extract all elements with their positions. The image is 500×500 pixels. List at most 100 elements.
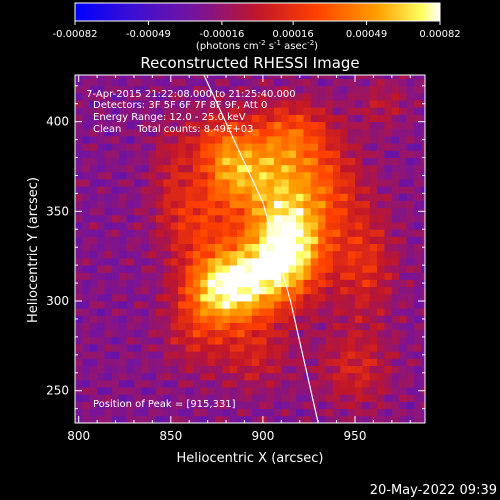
heatmap-cell	[141, 415, 150, 423]
heatmap-cell	[332, 164, 341, 173]
heatmap-cell	[222, 279, 231, 288]
heatmap-cell	[406, 164, 415, 173]
heatmap-cell	[141, 135, 150, 144]
heatmap-cell	[251, 92, 260, 101]
heatmap-cell	[310, 92, 319, 101]
heatmap-cell	[273, 387, 282, 395]
heatmap-cell	[362, 336, 371, 345]
colorbar-tick-label: -0.00016	[199, 29, 244, 40]
heatmap-cell	[318, 229, 326, 237]
heatmap-cell	[89, 143, 98, 151]
heatmap-cell	[133, 100, 142, 108]
heatmap-cell	[215, 135, 223, 144]
heatmap-cell	[421, 128, 425, 137]
heatmap-cell	[244, 257, 253, 266]
heatmap-cell	[89, 315, 98, 323]
heatmap-cell	[347, 207, 356, 216]
heatmap-cell	[185, 394, 194, 402]
heatmap-cell	[222, 379, 231, 388]
heatmap-cell	[200, 164, 209, 173]
heatmap-cell	[126, 128, 135, 137]
heatmap-cell	[340, 92, 349, 101]
heatmap-cell	[222, 214, 231, 223]
heatmap-cell	[207, 379, 216, 388]
heatmap-cell	[111, 401, 120, 410]
heatmap-cell	[244, 293, 253, 302]
heatmap-cell	[259, 164, 267, 173]
heatmap-cell	[244, 193, 253, 201]
heatmap-cell	[325, 92, 334, 101]
heatmap-cell	[303, 107, 312, 115]
heatmap-cell	[141, 85, 150, 94]
heatmap-cell	[215, 143, 223, 151]
heatmap-cell	[207, 200, 216, 209]
heatmap-cell	[126, 200, 135, 209]
heatmap-cell	[296, 135, 304, 144]
heatmap-cell	[303, 257, 312, 266]
heatmap-cell	[192, 114, 201, 123]
heatmap-cell	[288, 379, 297, 388]
heatmap-cell	[244, 236, 253, 245]
heatmap-cell	[377, 229, 385, 237]
heatmap-cell	[399, 179, 407, 187]
heatmap-cell	[340, 394, 349, 402]
heatmap-cell	[251, 243, 260, 252]
heatmap-cell	[97, 344, 105, 352]
heatmap-cell	[266, 394, 275, 402]
heatmap-cell	[178, 286, 186, 295]
heatmap-cell	[377, 200, 385, 209]
heatmap-cell	[377, 344, 385, 352]
heatmap-cell	[413, 75, 422, 79]
heatmap-cell	[89, 394, 98, 402]
heatmap-cell	[185, 229, 194, 237]
heatmap-cell	[170, 193, 179, 201]
heatmap-cell	[384, 322, 393, 331]
heatmap-cell	[340, 114, 349, 123]
heatmap-cell	[222, 150, 231, 158]
heatmap-cell	[355, 121, 363, 130]
heatmap-cell	[399, 85, 407, 94]
heatmap-cell	[163, 322, 172, 331]
heatmap-cell	[399, 351, 407, 359]
heatmap-cell	[347, 293, 356, 302]
heatmap-cell	[413, 257, 422, 266]
heatmap-cell	[82, 351, 91, 359]
heatmap-cell	[178, 408, 186, 417]
heatmap-cell	[355, 265, 363, 273]
heatmap-cell	[215, 107, 223, 115]
heatmap-cell	[111, 322, 120, 331]
heatmap-cell	[82, 179, 91, 187]
heatmap-cell	[111, 265, 120, 273]
heatmap-cell	[156, 250, 164, 259]
heatmap-cell	[266, 92, 275, 101]
heatmap-cell	[141, 143, 150, 151]
heatmap-cell	[406, 394, 415, 402]
heatmap-cell	[97, 257, 105, 266]
heatmap-cell	[347, 336, 356, 345]
heatmap-cell	[251, 214, 260, 223]
heatmap-cell	[185, 164, 194, 173]
heatmap-cell	[332, 265, 341, 273]
heatmap-cell	[266, 265, 275, 273]
heatmap-cell	[413, 222, 422, 230]
heatmap-cell	[141, 372, 150, 381]
heatmap-cell	[207, 301, 216, 309]
heatmap-cell	[296, 387, 304, 395]
heatmap-cell	[192, 257, 201, 266]
heatmap-cell	[237, 365, 245, 374]
heatmap-cell	[89, 135, 98, 144]
heatmap-cell	[104, 200, 113, 209]
heatmap-cell	[185, 179, 194, 187]
heatmap-cell	[303, 193, 312, 201]
heatmap-cell	[318, 336, 326, 345]
heatmap-cell	[377, 250, 385, 259]
heatmap-cell	[406, 85, 415, 94]
heatmap-cell	[104, 92, 113, 101]
heatmap-cell	[133, 78, 142, 87]
heatmap-cell	[185, 128, 194, 137]
heatmap-cell	[369, 257, 378, 266]
heatmap-cell	[215, 394, 223, 402]
heatmap-cell	[141, 121, 150, 130]
x-tick-label: 800	[67, 429, 90, 443]
heatmap-cell	[215, 207, 223, 216]
